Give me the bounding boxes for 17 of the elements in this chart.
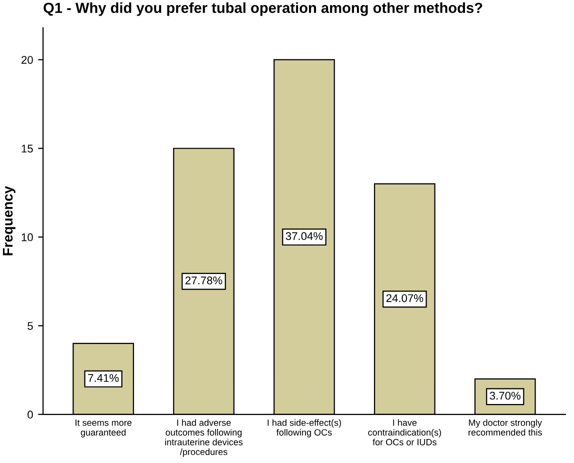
x-tick-label: I have contraindication(s) for OCs or IUDs <box>368 419 441 446</box>
chart-title: Q1 - Why did you prefer tubal operation among other methods? <box>44 2 482 16</box>
x-tick-label: I had side-effect(s) following OCs <box>268 419 341 438</box>
annotation: 27.78% <box>185 276 222 284</box>
y-tick-label: 5 <box>28 322 33 330</box>
y-tick-label: 0 <box>28 410 33 419</box>
y-tick-label: 20 <box>22 56 33 64</box>
annotation: 3.70% <box>490 392 520 400</box>
y-axis-title: Frequency <box>2 186 16 256</box>
y-tick-label: 10 <box>22 233 33 242</box>
annotation: 37.04% <box>286 232 323 240</box>
annotation: 7.41% <box>88 374 119 382</box>
x-tick-label: I had adverse outcomes following intrauterine devices /procedures <box>165 419 243 457</box>
annotation: 24.07% <box>386 294 424 302</box>
x-tick-label: My doctor strongly recommended this <box>468 419 542 436</box>
y-tick-label: 15 <box>22 144 33 153</box>
x-tick-label: It seems more guaranteed <box>76 420 132 438</box>
